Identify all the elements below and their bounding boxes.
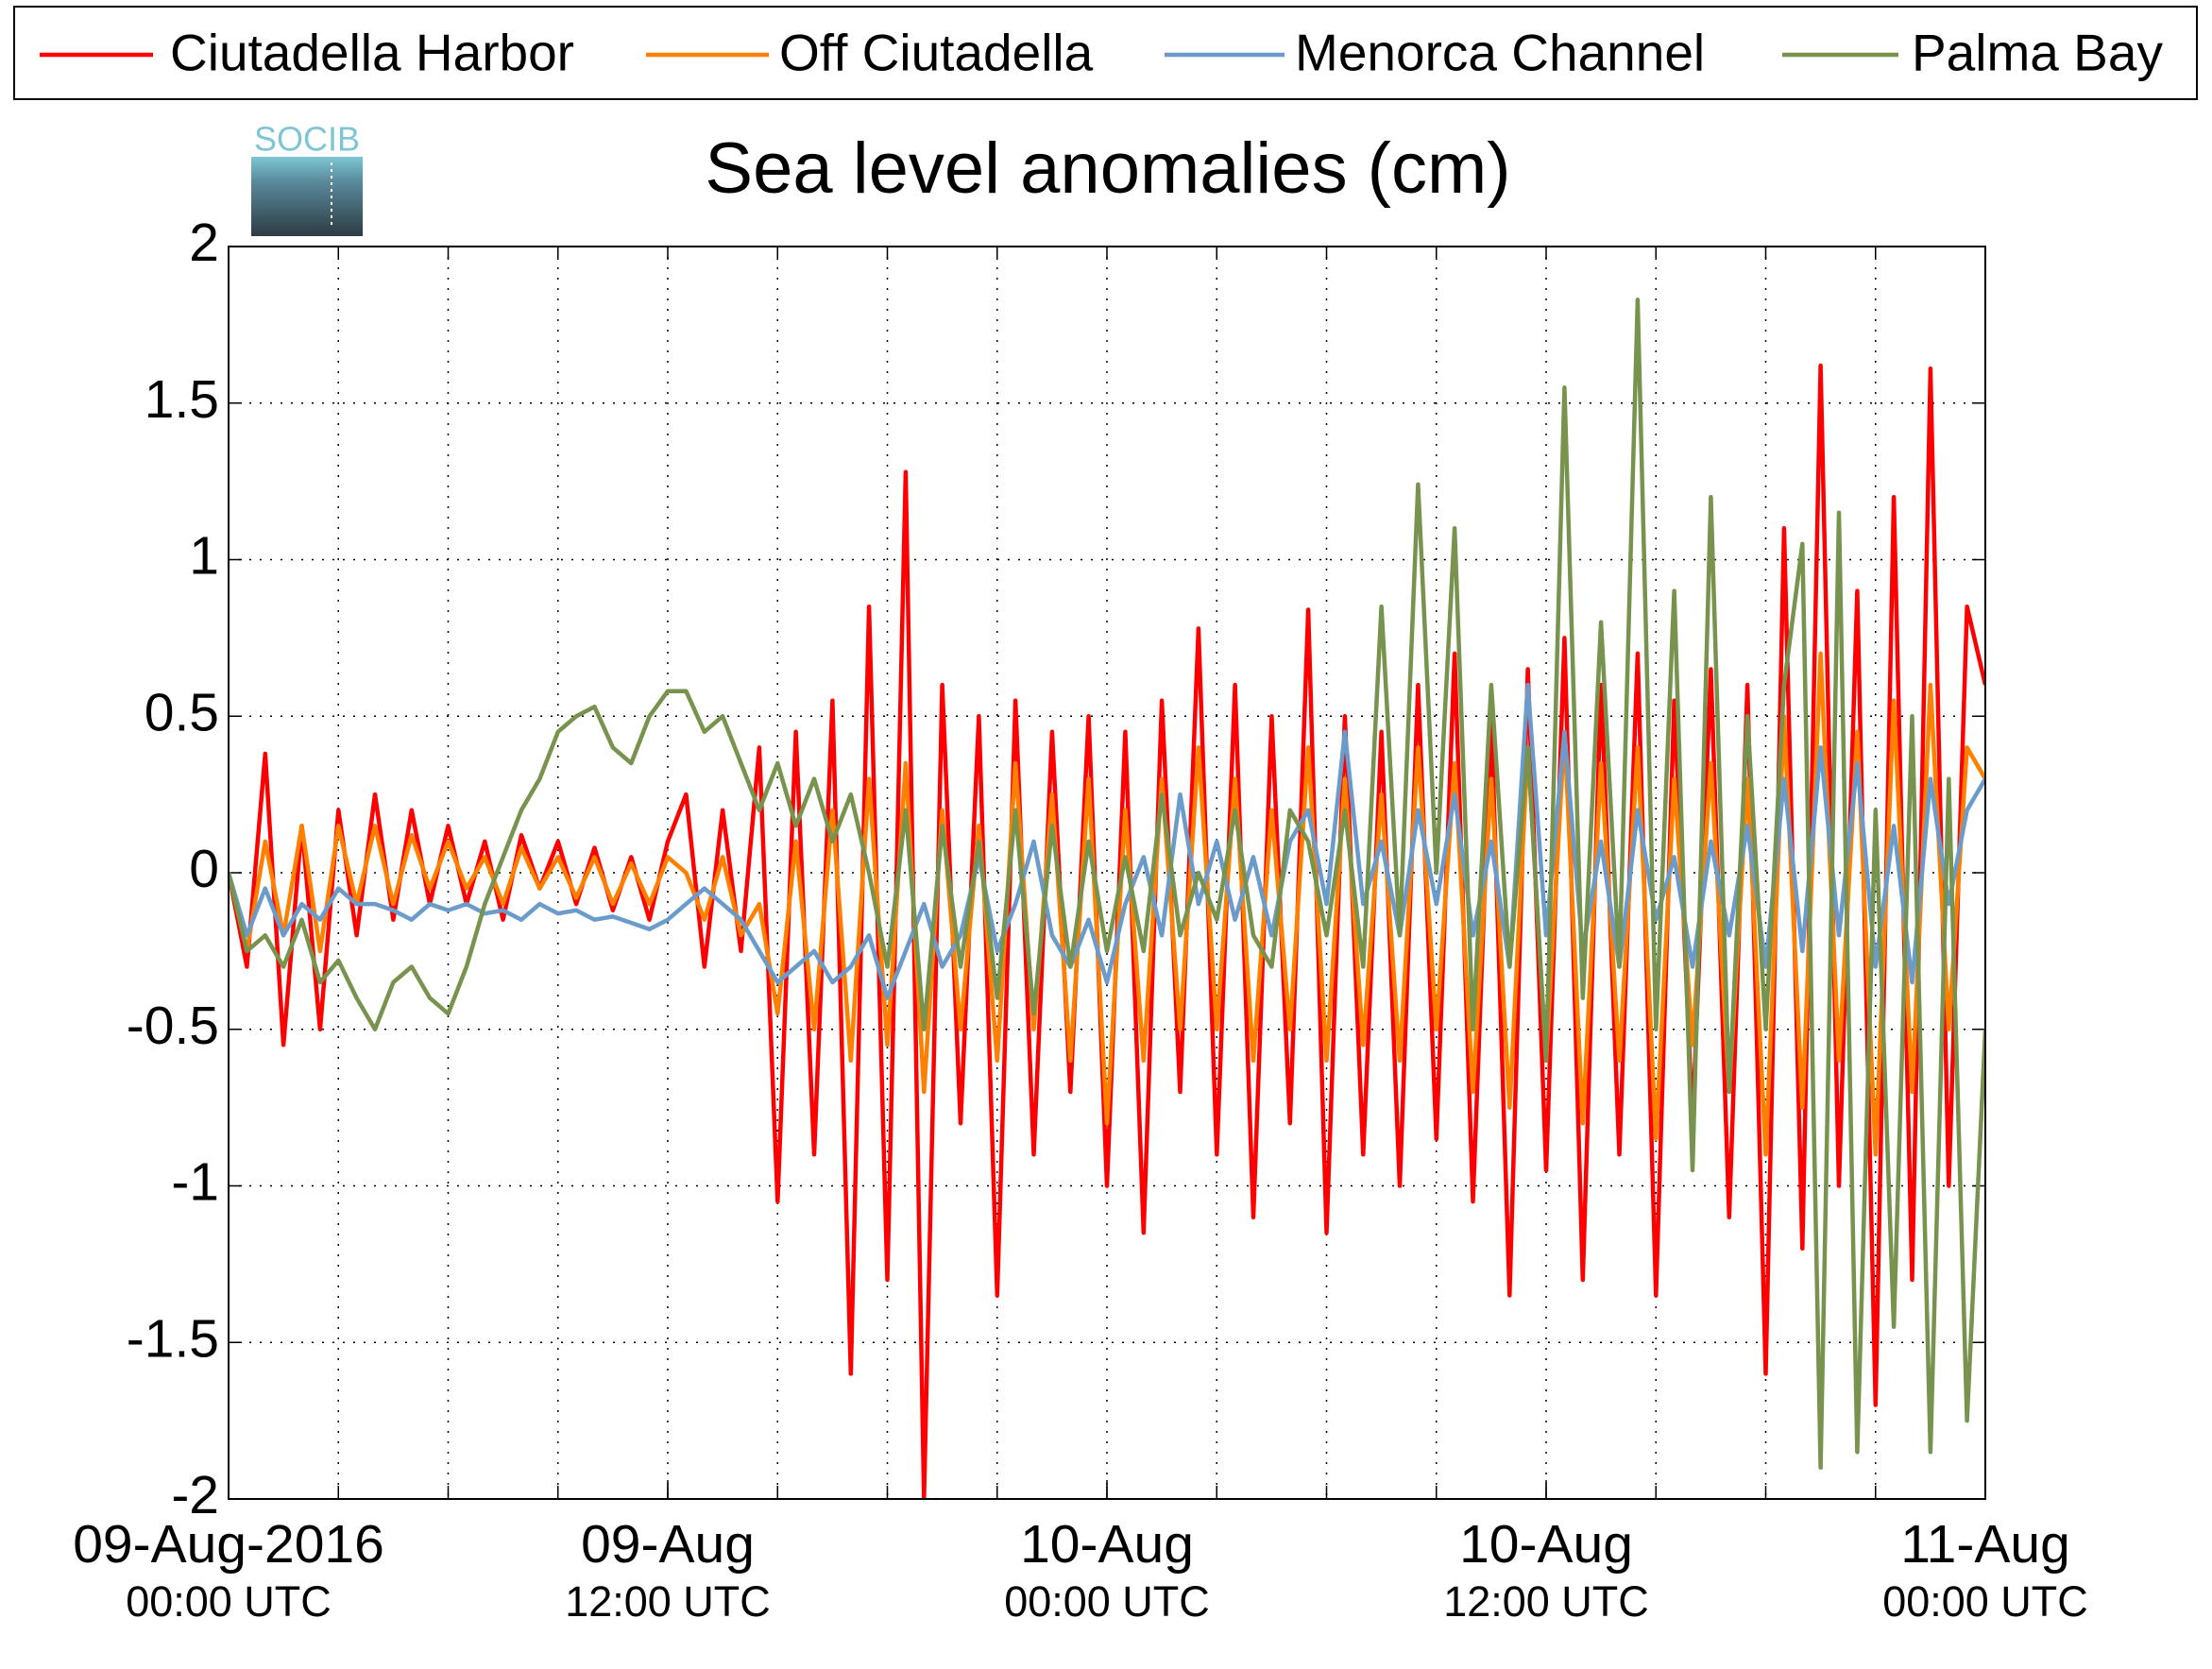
x-tick-sublabel: 00:00 UTC [126,1577,332,1626]
y-tick-label: -1.5 [127,1308,219,1369]
legend-box [13,6,2198,100]
legend-label: Ciutadella Harbor [170,24,574,82]
series-line [229,682,1985,1000]
logo: SOCIB [251,120,363,236]
legend-label: Off Ciutadella [779,24,1094,82]
x-tick-sublabel: 12:00 UTC [565,1577,771,1626]
y-tick-label: -0.5 [127,996,219,1056]
series-line [229,651,1985,1157]
x-tick-label: 10-Aug [1020,1514,1194,1575]
logo-block [251,157,363,236]
x-tick-sublabel: 12:00 UTC [1443,1577,1649,1626]
x-tick-label: 09-Aug [581,1514,755,1575]
y-tick-label: 2 [189,213,219,273]
x-tick-sublabel: 00:00 UTC [1882,1577,2088,1626]
x-tick-label: 11-Aug [1900,1514,2070,1575]
legend-label: Menorca Channel [1295,24,1705,82]
logo-text: SOCIB [254,120,360,159]
series-line [229,298,1985,1471]
y-tick-label: 0 [189,839,219,899]
x-tick-sublabel: 00:00 UTC [1004,1577,1210,1626]
legend-label: Palma Bay [1912,24,2163,82]
x-tick-label: 09-Aug-2016 [73,1514,384,1575]
y-tick-label: -1 [171,1152,219,1213]
y-tick-label: 0.5 [145,682,219,742]
y-tick-label: 1 [189,526,219,587]
chart-title: Sea level anomalies (cm) [705,128,1510,209]
y-tick-label: -2 [171,1465,219,1525]
y-tick-label: 1.5 [145,369,219,430]
plot-frame [228,246,1986,1500]
x-tick-label: 10-Aug [1459,1514,1633,1575]
